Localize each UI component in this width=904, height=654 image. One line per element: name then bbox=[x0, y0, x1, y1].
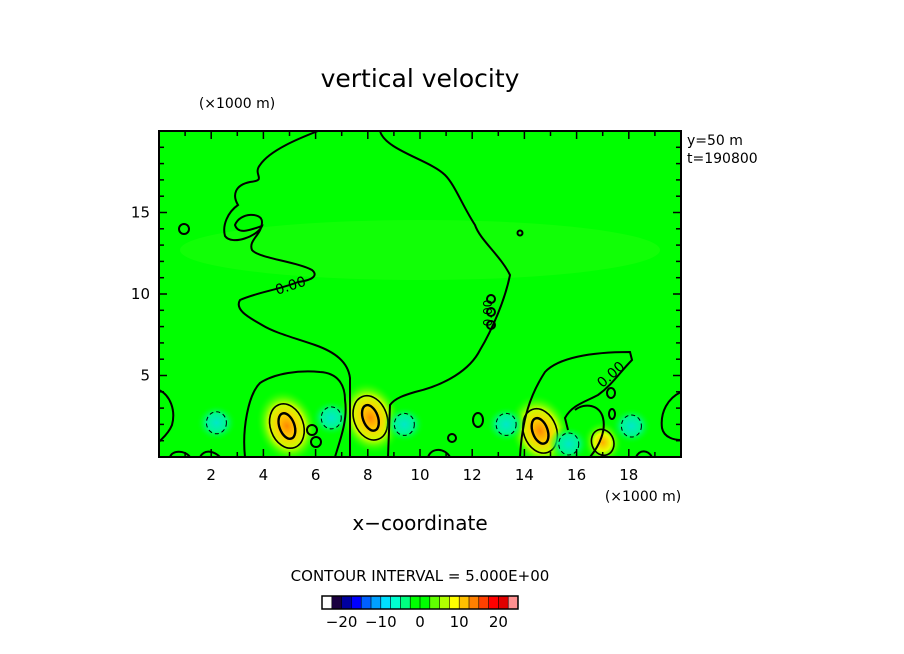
colorbar-tick-label: 20 bbox=[489, 613, 508, 631]
downdraft-shading bbox=[611, 408, 652, 445]
zero-contour-ring bbox=[608, 408, 616, 420]
zero-contour-right bbox=[519, 350, 634, 457]
colorbar-swatch bbox=[341, 596, 352, 609]
colorbar-swatch bbox=[410, 596, 421, 609]
colorbar-swatch bbox=[498, 596, 509, 609]
zero-contours bbox=[159, 131, 681, 457]
updraft-core-contour bbox=[360, 403, 380, 432]
zero-contour-ring bbox=[486, 320, 496, 330]
annotation-t: t=190800 bbox=[687, 151, 758, 167]
x-tick-label: 8 bbox=[363, 466, 373, 484]
downdraft-contour bbox=[393, 412, 415, 436]
colorbar-tick-label: −20 bbox=[326, 613, 358, 631]
zero-contour-ring bbox=[178, 223, 190, 235]
zero-contour-left-edge bbox=[159, 389, 175, 443]
colorbar-swatch bbox=[351, 596, 362, 609]
x-tick-label: 14 bbox=[515, 466, 534, 484]
colorbar-swatch bbox=[488, 596, 499, 609]
colorbar-swatch bbox=[371, 596, 382, 609]
colorbar-swatch bbox=[420, 596, 431, 609]
zero-contour-ring bbox=[486, 294, 496, 304]
contour-interval-text: CONTOUR INTERVAL = 5.000E+00 bbox=[291, 567, 550, 585]
zero-contour-ring bbox=[306, 424, 318, 436]
downdraft-contour bbox=[620, 414, 642, 438]
colorbar-swatch bbox=[449, 596, 460, 609]
zero-contour-ring bbox=[486, 307, 496, 317]
zero-contour-ring bbox=[516, 229, 524, 237]
x-tick-label: 18 bbox=[619, 466, 638, 484]
x-tick-label: 2 bbox=[206, 466, 216, 484]
zero-contour-main bbox=[223, 131, 351, 457]
zero-contour-ring bbox=[447, 433, 457, 443]
colorbar-swatch bbox=[439, 596, 450, 609]
features-layer bbox=[196, 380, 652, 457]
zero-contour-center bbox=[379, 131, 512, 457]
zero-contour-right-lower bbox=[574, 404, 605, 457]
colorbar-tick-label: 0 bbox=[415, 613, 425, 631]
annotation-y: y=50 m bbox=[687, 133, 743, 149]
downdraft-contour bbox=[205, 411, 227, 435]
zero-contour-ring bbox=[472, 412, 484, 428]
colorbar-frame bbox=[321, 595, 519, 610]
x-axis-unit: (×1000 m) bbox=[605, 489, 681, 505]
updraft-shading bbox=[255, 388, 318, 457]
chart-title: vertical velocity bbox=[321, 64, 520, 93]
x-tick-label: 12 bbox=[463, 466, 482, 484]
x-tick-label: 4 bbox=[259, 466, 269, 484]
updraft-core-contour bbox=[277, 412, 297, 440]
x-tick-label: 10 bbox=[410, 466, 429, 484]
x-tick-label: 16 bbox=[567, 466, 586, 484]
downdraft-shading bbox=[196, 404, 237, 441]
x-axis: 2 4 6 8 10 12 14 16 18 bbox=[184, 131, 656, 484]
colorbar-tick-label: 10 bbox=[450, 613, 469, 631]
y-axis: 5 10 15 bbox=[131, 146, 681, 442]
y-tick-label: 10 bbox=[131, 285, 150, 303]
updraft-contour bbox=[590, 428, 615, 457]
updraft-contour bbox=[268, 403, 306, 449]
downdraft-contour bbox=[495, 412, 517, 436]
zero-contour-ring bbox=[310, 436, 322, 448]
colorbar-swatch bbox=[322, 596, 333, 609]
zero-contour-right-edge bbox=[660, 391, 681, 441]
downdraft-contour bbox=[558, 432, 580, 456]
zero-contour-ring bbox=[606, 387, 616, 399]
colorbar-swatch bbox=[429, 596, 441, 609]
downdraft-shading bbox=[548, 425, 589, 457]
downdraft-shading bbox=[384, 406, 425, 443]
colorbar-swatch bbox=[469, 596, 480, 609]
colorbar-swatch bbox=[380, 596, 392, 609]
zero-contour-bottom bbox=[169, 448, 653, 457]
plot-area bbox=[159, 131, 681, 457]
downdraft-shading bbox=[486, 406, 527, 443]
x-axis-label: x−coordinate bbox=[352, 511, 487, 535]
colorbar-tick-label: −10 bbox=[365, 613, 397, 631]
downdraft-contour bbox=[320, 406, 342, 430]
zero-contour-left-cell bbox=[243, 370, 347, 457]
updraft-core-contour bbox=[530, 416, 550, 445]
colorbar-swatch bbox=[331, 596, 343, 609]
field-background bbox=[159, 131, 681, 457]
x-tick-label: 6 bbox=[311, 466, 321, 484]
colorbar-swatch bbox=[508, 596, 519, 609]
colorbar-swatch bbox=[390, 596, 401, 609]
updraft-contour bbox=[352, 394, 389, 441]
colorbar-swatch bbox=[400, 596, 411, 609]
colorbar: −20 −10 0 10 20 bbox=[321, 595, 519, 631]
y-tick-label: 15 bbox=[131, 204, 150, 222]
colorbar-swatch bbox=[478, 596, 490, 609]
updraft-contour bbox=[521, 407, 559, 454]
updraft-shading bbox=[339, 380, 402, 456]
y-axis-unit: (×1000 m) bbox=[199, 96, 275, 112]
contour-label-center: 0.00 bbox=[481, 300, 495, 327]
colorbar-swatch bbox=[361, 596, 372, 609]
y-tick-label: 5 bbox=[140, 367, 150, 385]
colorbar-swatch bbox=[459, 596, 470, 609]
downdraft-shading bbox=[311, 399, 352, 436]
